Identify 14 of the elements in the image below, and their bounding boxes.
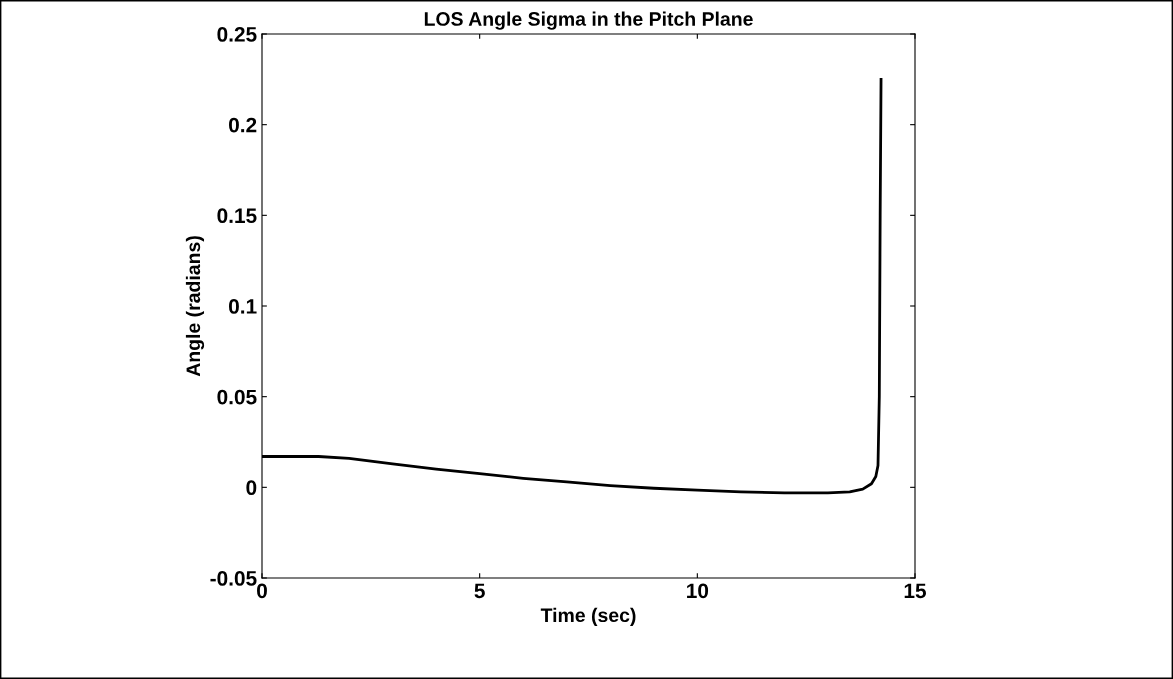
- chart-title: LOS Angle Sigma in the Pitch Plane: [424, 11, 753, 30]
- y-tick-label: 0.1: [229, 299, 257, 314]
- y-tick-label: 0.25: [217, 27, 257, 42]
- x-axis-title: Time (sec): [540, 607, 636, 626]
- y-tick-label: -0.05: [210, 571, 257, 586]
- x-tick-label: 15: [904, 583, 927, 599]
- y-tick-label: 0.05: [217, 389, 257, 405]
- y-tick-label: 0.15: [217, 208, 257, 224]
- x-tick-label: 10: [687, 583, 709, 599]
- y-axis-title: Angle (radians): [185, 236, 205, 377]
- x-tick-label: 5: [474, 583, 485, 599]
- y-tick-label: 0: [246, 480, 257, 496]
- y-tick-label: 0.2: [229, 117, 257, 133]
- x-tick-label: 0: [257, 583, 267, 599]
